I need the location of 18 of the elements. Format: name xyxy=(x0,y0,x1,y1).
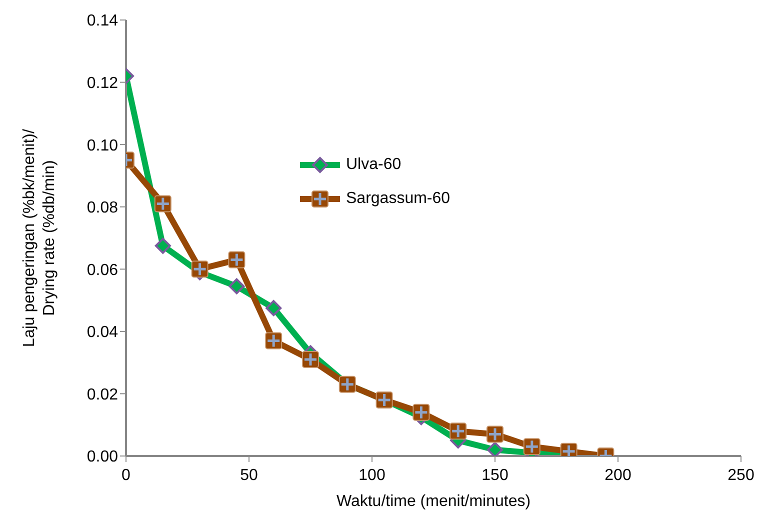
y-tick-label: 0.14 xyxy=(86,12,118,30)
y-tick-label: 0.12 xyxy=(86,74,118,92)
x-tick-label: 50 xyxy=(240,467,258,484)
x-tick-label: 200 xyxy=(604,467,632,484)
legend-label: Ulva-60 xyxy=(346,156,402,174)
y-tick-label: 0.02 xyxy=(86,386,118,404)
legend-label: Sargassum-60 xyxy=(346,190,450,208)
x-tick-label: 250 xyxy=(728,467,754,484)
x-tick-label: 150 xyxy=(482,467,508,484)
y-tick-label: 0.10 xyxy=(86,137,118,154)
x-axis-title: Waktu/time (menit/minutes) xyxy=(336,493,531,510)
y-axis-title: Laju pengeringan (%bk/menit)/ Drying rate (%db/min) xyxy=(21,128,58,347)
y-tick-label: 0.06 xyxy=(86,262,118,279)
y-tick-label: 0.00 xyxy=(86,448,118,466)
x-tick-label: 100 xyxy=(358,467,386,484)
x-tick-label: 0 xyxy=(122,467,131,484)
y-tick-label: 0.08 xyxy=(86,200,118,217)
y-tick-label: 0.04 xyxy=(86,324,118,342)
